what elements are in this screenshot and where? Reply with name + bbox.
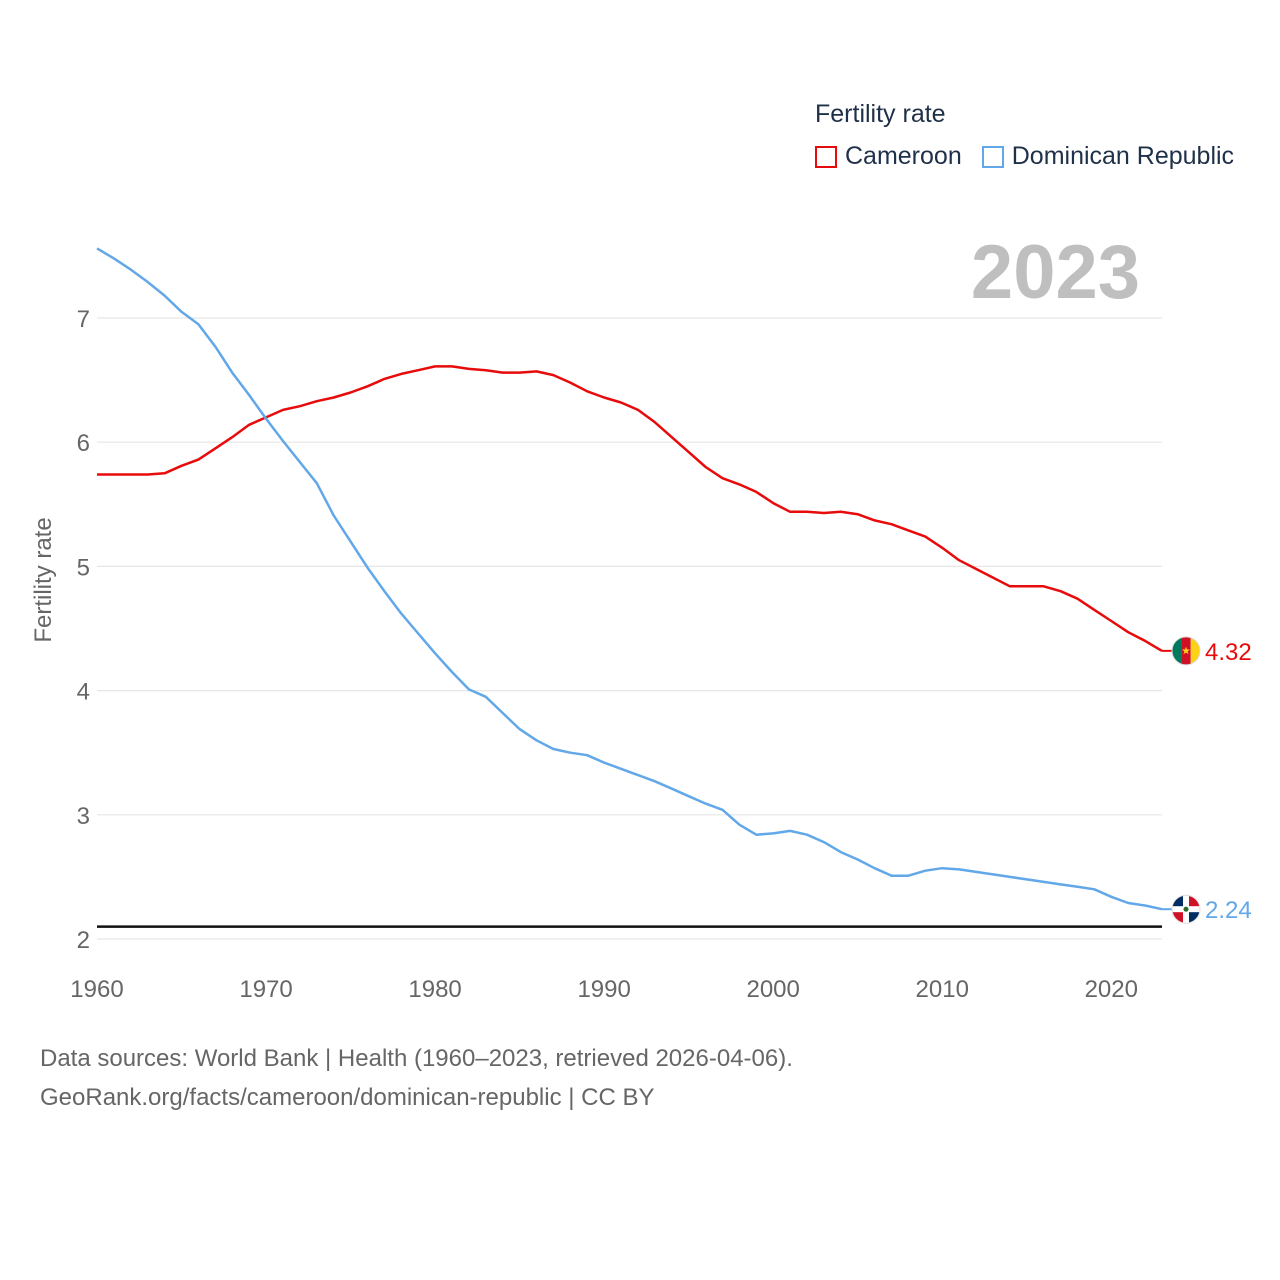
- legend-item-dominican-republic[interactable]: Dominican Republic: [981, 142, 1235, 171]
- y-tick-label: 2: [77, 927, 90, 954]
- y-tick-label: 6: [77, 430, 90, 457]
- x-tick-label: 1960: [70, 976, 123, 1003]
- current-year-label: 2023: [971, 230, 1140, 315]
- x-tick-label: 1990: [577, 976, 630, 1003]
- end-value-label-dominican-republic: 2.24: [1205, 897, 1252, 924]
- series-line-dominican-republic[interactable]: [96, 247, 1163, 911]
- y-tick-label: 4: [77, 679, 90, 706]
- flag-icon-cameroon: [1171, 636, 1201, 666]
- legend-swatch-cameroon: [815, 145, 837, 168]
- y-tick-label: 3: [77, 803, 90, 830]
- end-value-label-cameroon: 4.32: [1205, 639, 1252, 666]
- legend: Cameroon Dominican Republic: [815, 142, 1254, 171]
- flag-icon-dominican-republic: [1171, 894, 1201, 924]
- y-axis-label: Fertility rate: [30, 517, 57, 642]
- legend-swatch-dominican-republic: [981, 145, 1004, 168]
- x-tick-label: 1970: [239, 976, 292, 1003]
- x-tick-label: 2020: [1085, 976, 1138, 1003]
- series-line-cameroon[interactable]: [97, 365, 1163, 652]
- y-tick-label: 7: [77, 306, 90, 333]
- legend-item-cameroon[interactable]: Cameroon: [815, 142, 962, 171]
- legend-label-cameroon: Cameroon: [845, 142, 962, 170]
- legend-label-dominican-republic: Dominican Republic: [1011, 142, 1235, 170]
- source-url-license: GeoRank.org/facts/cameroon/dominican-rep…: [40, 1084, 655, 1111]
- y-tick-label: 5: [77, 554, 90, 581]
- legend-title: Fertility rate: [815, 100, 946, 128]
- x-tick-label: 2000: [746, 976, 799, 1003]
- x-tick-label: 2010: [916, 976, 969, 1003]
- x-tick-label: 1980: [408, 976, 461, 1003]
- data-source-note: Data sources: World Bank | Health (1960–…: [40, 1045, 793, 1072]
